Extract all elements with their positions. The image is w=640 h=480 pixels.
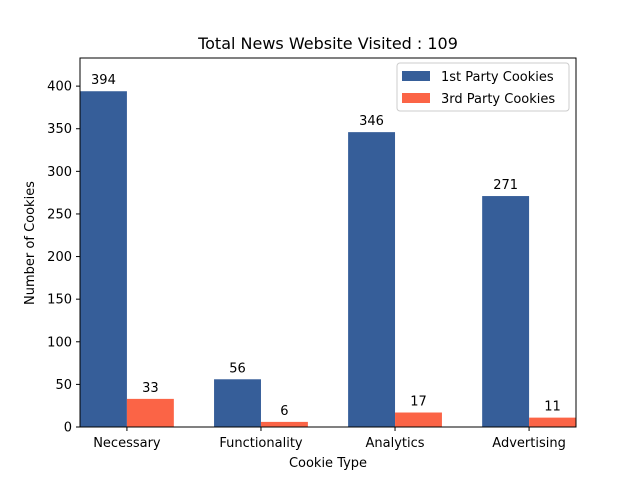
bar-first-party-analytics: [348, 132, 396, 428]
axes: 0 50 100 150 200 250 300 350 400 Necessary Functio…: [47, 57, 577, 451]
x-tick-label: Advertising: [492, 436, 566, 451]
bar-value-label: 11: [544, 400, 561, 415]
x-tick-label: Necessary: [93, 436, 161, 451]
bar-third-party-functionality: [260, 421, 308, 427]
bar-value-label: 394: [91, 73, 116, 88]
x-tick-label: Functionality: [219, 436, 303, 451]
y-tick-label: 400: [47, 80, 72, 95]
chart-title: Total News Website Visited : 109: [197, 34, 458, 53]
bar-value-label: 17: [410, 395, 427, 410]
y-tick-label: 200: [47, 250, 72, 265]
legend-label: 1st Party Cookies: [441, 70, 554, 85]
legend-label: 3rd Party Cookies: [441, 92, 555, 107]
bar-third-party-necessary: [126, 398, 174, 427]
y-tick-label: 350: [47, 122, 72, 137]
legend-swatch: [402, 71, 430, 81]
bar-value-label: 346: [359, 114, 384, 129]
bar-third-party-advertising: [529, 417, 576, 427]
legend-swatch: [402, 93, 430, 103]
bar-third-party-analytics: [395, 412, 442, 427]
legend: 1st Party Cookies 3rd Party Cookies: [396, 62, 570, 112]
y-tick-label: 0: [64, 421, 72, 436]
y-tick-label: 300: [47, 165, 72, 180]
bar-value-label: 56: [229, 361, 246, 376]
plot-frame: [79, 57, 577, 428]
bar-value-label: 271: [493, 178, 518, 193]
bar-first-party-advertising: [482, 196, 530, 427]
y-tick-label: 50: [55, 378, 72, 393]
y-axis-label: Number of Cookies: [23, 181, 38, 305]
plot-area: 394 56 346 271 33 6 17 11: [80, 73, 576, 428]
bar-first-party-necessary: [80, 91, 127, 427]
legend-box: [396, 62, 570, 112]
y-tick-label: 150: [47, 293, 72, 308]
bar-value-label: 6: [280, 404, 288, 419]
x-axis-label: Cookie Type: [289, 456, 367, 471]
y-tick-label: 250: [47, 207, 72, 222]
x-tick-label: Analytics: [366, 436, 425, 451]
bar-first-party-functionality: [214, 379, 261, 427]
y-tick-label: 100: [47, 335, 72, 350]
bar-value-label: 33: [142, 381, 159, 396]
